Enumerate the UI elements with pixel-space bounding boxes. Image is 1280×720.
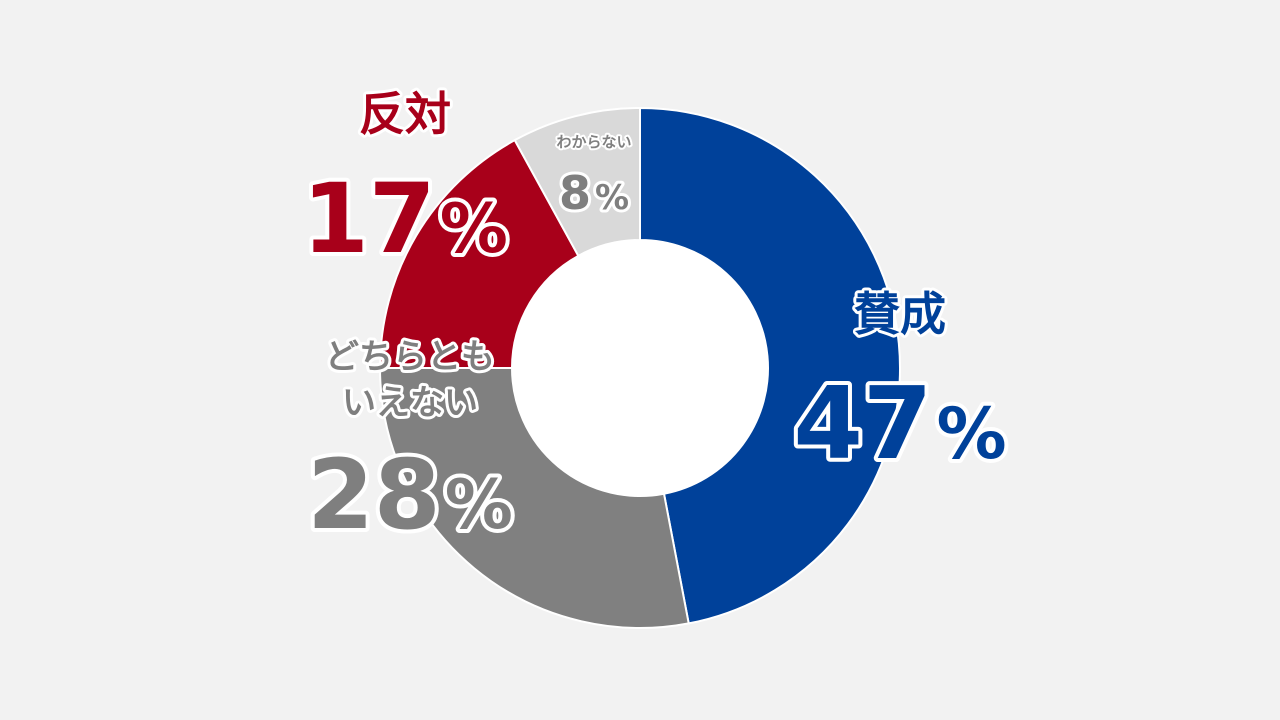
donut-slices bbox=[378, 106, 901, 629]
label-sansei: 賛成 47% bbox=[789, 284, 1010, 486]
percent-sign: % bbox=[440, 190, 508, 269]
percent-number: 28 bbox=[307, 439, 441, 551]
percent-sign: % bbox=[937, 393, 1007, 475]
label-hantai: 反対 17% bbox=[298, 84, 512, 279]
percent-number: 47 bbox=[793, 365, 932, 482]
percent-value-label: 47% bbox=[793, 365, 1006, 482]
category-label: どちらとも bbox=[325, 337, 495, 377]
percent-number: 8 bbox=[559, 166, 591, 220]
percent-value-label: 28% bbox=[307, 439, 513, 551]
category-label: いえない bbox=[342, 383, 478, 423]
percent-value-label: 17% bbox=[302, 163, 508, 275]
label-wakaranai: わからない 8% bbox=[554, 131, 633, 223]
percent-sign: % bbox=[595, 178, 629, 218]
category-label: わからない bbox=[556, 133, 631, 151]
percent-number: 17 bbox=[302, 163, 436, 275]
percent-value-label: 8% bbox=[559, 166, 629, 220]
category-label: 反対 bbox=[359, 87, 451, 141]
category-label: 賛成 bbox=[854, 287, 946, 341]
percent-sign: % bbox=[445, 466, 513, 545]
donut-hole bbox=[512, 240, 768, 496]
